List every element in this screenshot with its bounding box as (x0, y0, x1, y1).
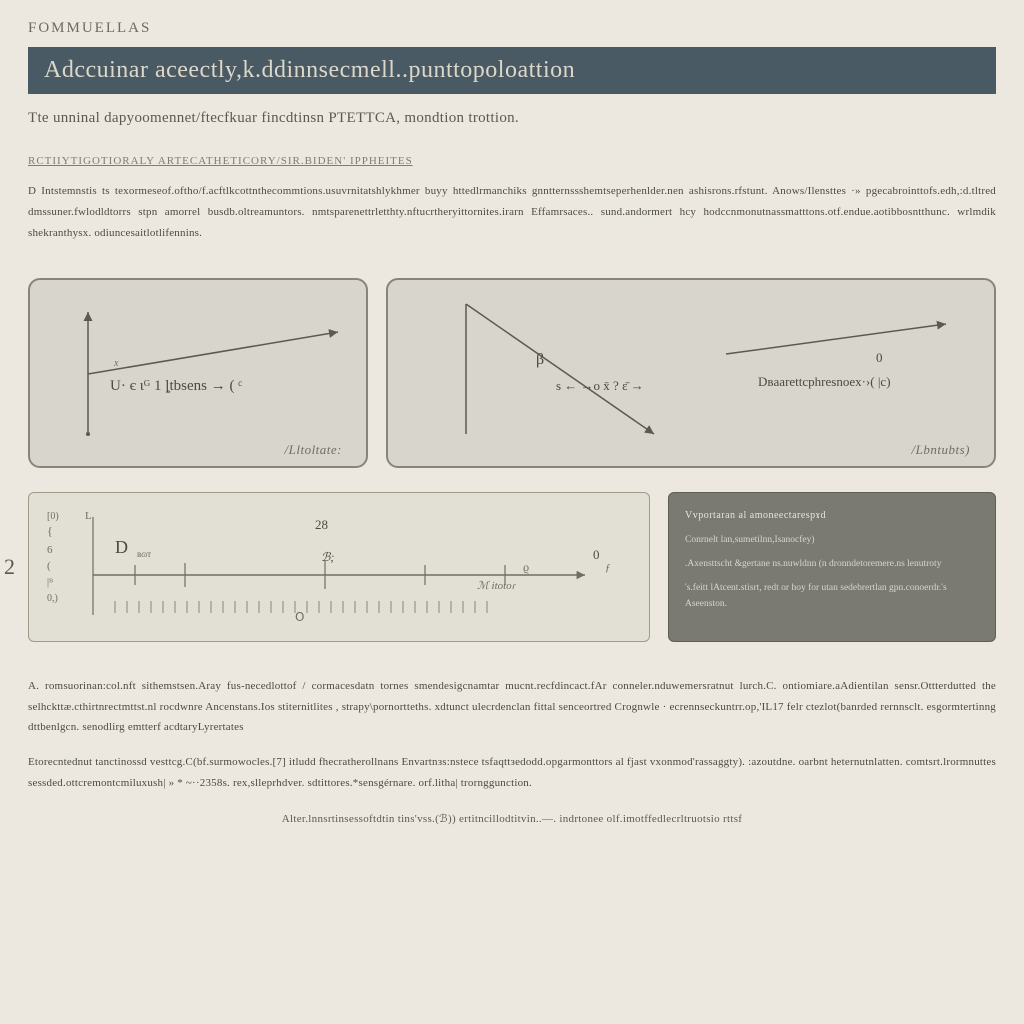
svg-text:вɷт: вɷт (137, 549, 151, 559)
note-box: Vvportaran al amoneectarespɤd Conrnelt l… (668, 492, 996, 642)
svg-text:0: 0 (593, 547, 600, 562)
footer-paragraph-1: A. romsuorinan:col.nft sithemstsen.Aray … (28, 676, 996, 739)
page-title: Adccuinar aceectly,k.ddinnsecmell..puntt… (28, 47, 996, 94)
svg-text:0: 0 (876, 350, 883, 365)
svg-text:{: { (47, 524, 53, 538)
diagram-left-formula: U· є ɩᴳ 1 ȴtbsens → ( ᶜ (110, 378, 242, 395)
note-line-3: 's.feitt lAtcent.stisrt, redt or hoy for… (685, 580, 979, 612)
footer-caption: Alter.lnnsrtinsessoftdtin tins'vss.(ℬ)) … (28, 812, 996, 825)
svg-text:β: β (536, 351, 544, 368)
ruler-row: 2 [0) { 6 ( |ᴮ 0,) L (28, 492, 996, 642)
svg-text:[0): [0) (47, 511, 59, 522)
note-title: Vvportaran al amoneectarespɤd (685, 507, 979, 524)
svg-text:ϱ: ϱ (523, 560, 529, 574)
svg-text:Օ: Օ (295, 610, 304, 624)
svg-text:28: 28 (315, 517, 328, 532)
ruler-side-number: 2 (4, 554, 15, 580)
diagram-right-caption: /Lbntubts) (912, 442, 970, 458)
page-subtitle: Tte unninal dapyoomennet/ftecfkuar fincd… (28, 110, 996, 127)
diagram-left-caption: /Lltoltate: (285, 442, 343, 458)
ruler-diagram: [0) { 6 ( |ᴮ 0,) L (28, 492, 650, 642)
svg-text:0,): 0,) (47, 593, 58, 604)
diagram-left: x U· є ɩᴳ 1 ȴtbsens → ( ᶜ /Lltoltate: (28, 278, 368, 468)
footer-paragraph-2: Etorecntednut tanctinossd vesttcg.C(bf.s… (28, 752, 996, 794)
diagram-right-svg: β 0 (406, 294, 966, 444)
intro-paragraph: D Intstemnstis ts texormeseof.oftho/f.ac… (28, 181, 996, 244)
diagram-right-s-label: s ← →o x̄ ? ɛ̄ → (556, 378, 644, 394)
eyebrow-label: FOMMUELLAS (28, 20, 996, 37)
svg-text:ℬ;: ℬ; (321, 550, 334, 564)
section-heading: RCTIIYTIGOTIORALY ARTECATHETICORY/SIR.BI… (28, 155, 996, 167)
svg-text:|ᴮ: |ᴮ (47, 577, 53, 588)
diagram-left-svg: x (48, 294, 348, 444)
diagram-right-formula: Dвaarettcphresnoex·›( |c) (758, 374, 891, 390)
svg-text:L: L (85, 510, 92, 522)
footer-block: A. romsuorinan:col.nft sithemstsen.Aray … (28, 676, 996, 825)
svg-text:(: ( (47, 560, 51, 572)
svg-text:D: D (115, 537, 128, 557)
ruler-svg: [0) { 6 ( |ᴮ 0,) L (45, 505, 633, 631)
diagram-right: β 0 s ← →o x̄ ? ɛ̄ → Dвaarettcphresnoex·… (386, 278, 996, 468)
svg-text:x: x (113, 358, 119, 369)
svg-text:ƒ: ƒ (605, 562, 611, 574)
diagrams-row: x U· є ɩᴳ 1 ȴtbsens → ( ᶜ /Lltoltate: β … (28, 278, 996, 468)
note-line-2: .Axensttscht &gertane ns.nuwldnn (n dron… (685, 556, 979, 572)
svg-text:ℳ itotoɾ: ℳ itotoɾ (477, 580, 517, 592)
svg-text:6: 6 (47, 544, 53, 556)
note-line-1: Conrnelt lan,sumetilnn,Isanocfey) (685, 532, 979, 548)
